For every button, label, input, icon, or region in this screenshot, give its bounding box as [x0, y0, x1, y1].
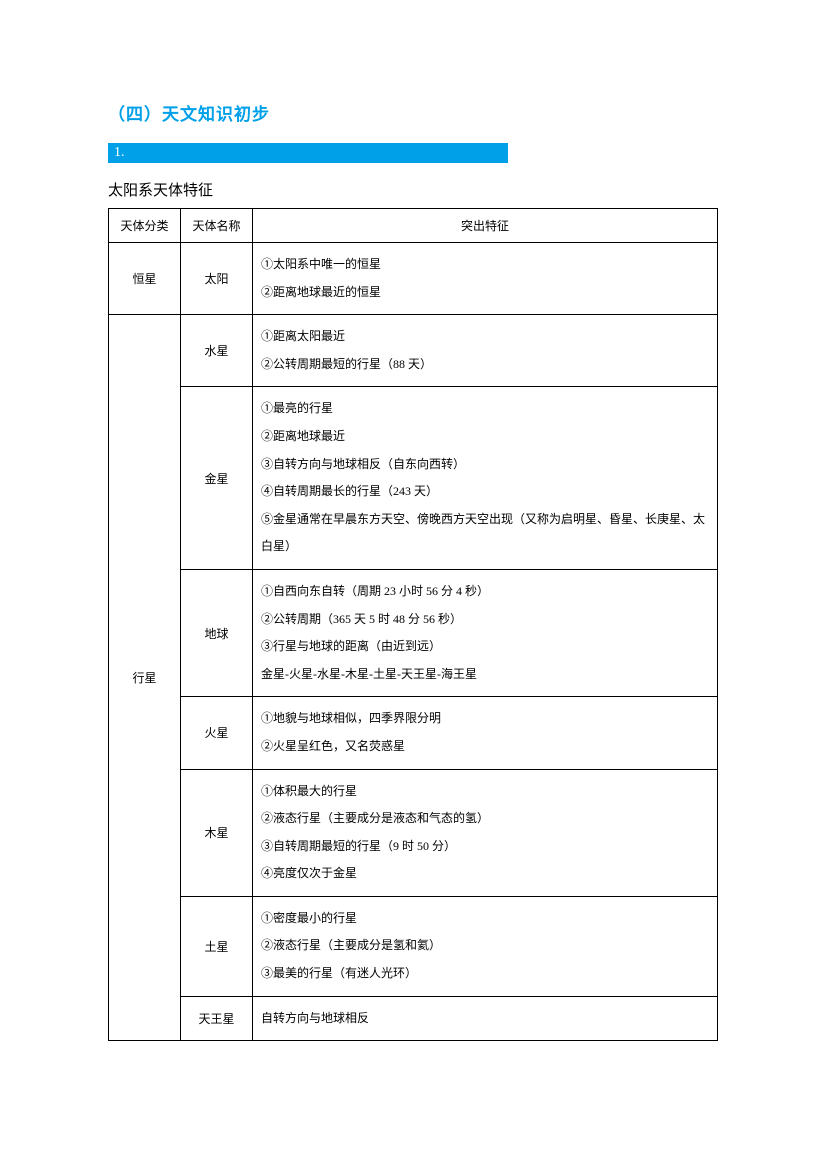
table-header-row: 天体分类 天体名称 突出特征: [109, 209, 718, 243]
feature-line: ①自西向东自转（周期 23 小时 56 分 4 秒）: [261, 578, 709, 606]
table-subtitle: 太阳系天体特征: [108, 179, 718, 200]
header-category: 天体分类: [109, 209, 181, 243]
feature-cell: ①地貌与地球相似，四季界限分明 ②火星呈红色，又名荧惑星: [253, 697, 718, 769]
feature-line: ①距离太阳最近: [261, 323, 709, 351]
feature-line: ④自转周期最长的行星（243 天）: [261, 478, 709, 506]
feature-line: ①体积最大的行星: [261, 778, 709, 806]
feature-cell: ①体积最大的行星 ②液态行星（主要成分是液态和气态的氢） ③自转周期最短的行星（…: [253, 769, 718, 896]
feature-line: ①密度最小的行星: [261, 905, 709, 933]
category-cell: 恒星: [109, 243, 181, 315]
table-row: 天王星 自转方向与地球相反: [109, 996, 718, 1041]
feature-line: ②距离地球最近的恒星: [261, 279, 709, 307]
body-name-cell: 天王星: [181, 996, 253, 1041]
body-name-cell: 地球: [181, 569, 253, 696]
feature-line: ④亮度仅次于金星: [261, 860, 709, 888]
body-name-cell: 土星: [181, 896, 253, 996]
body-name-cell: 金星: [181, 387, 253, 570]
feature-line: ②火星呈红色，又名荧惑星: [261, 733, 709, 761]
section-number-bar: 1.: [108, 143, 508, 163]
category-cell: 行星: [109, 315, 181, 1041]
feature-line: ②液态行星（主要成分是液态和气态的氢）: [261, 805, 709, 833]
feature-line: 自转方向与地球相反: [261, 1005, 709, 1033]
feature-line: ⑤金星通常在早晨东方天空、傍晚西方天空出现（又称为启明星、昏星、长庚星、太白星）: [261, 506, 709, 561]
feature-line: ①地貌与地球相似，四季界限分明: [261, 705, 709, 733]
feature-line: ①太阳系中唯一的恒星: [261, 251, 709, 279]
feature-line: ②距离地球最近: [261, 423, 709, 451]
body-name-cell: 太阳: [181, 243, 253, 315]
body-name-cell: 木星: [181, 769, 253, 896]
table-row: 木星 ①体积最大的行星 ②液态行星（主要成分是液态和气态的氢） ③自转周期最短的…: [109, 769, 718, 896]
page-heading: （四）天文知识初步: [108, 100, 718, 125]
table-row: 土星 ①密度最小的行星 ②液态行星（主要成分是氢和氦） ③最美的行星（有迷人光环…: [109, 896, 718, 996]
feature-cell: ①自西向东自转（周期 23 小时 56 分 4 秒） ②公转周期（365 天 5…: [253, 569, 718, 696]
header-name: 天体名称: [181, 209, 253, 243]
table-row: 地球 ①自西向东自转（周期 23 小时 56 分 4 秒） ②公转周期（365 …: [109, 569, 718, 696]
header-feature: 突出特征: [253, 209, 718, 243]
feature-cell: ①密度最小的行星 ②液态行星（主要成分是氢和氦） ③最美的行星（有迷人光环）: [253, 896, 718, 996]
feature-line: ①最亮的行星: [261, 395, 709, 423]
document-page: （四）天文知识初步 1. 太阳系天体特征 天体分类 天体名称 突出特征 恒星 太…: [0, 0, 826, 1101]
feature-line: ③最美的行星（有迷人光环）: [261, 960, 709, 988]
feature-line: ②公转周期（365 天 5 时 48 分 56 秒）: [261, 606, 709, 634]
feature-cell: ①距离太阳最近 ②公转周期最短的行星（88 天）: [253, 315, 718, 387]
body-name-cell: 火星: [181, 697, 253, 769]
table-row: 金星 ①最亮的行星 ②距离地球最近 ③自转方向与地球相反（自东向西转） ④自转周…: [109, 387, 718, 570]
feature-line: ②液态行星（主要成分是氢和氦）: [261, 932, 709, 960]
feature-line: 金星-火星-水星-木星-土星-天王星-海王星: [261, 661, 709, 689]
feature-cell: ①太阳系中唯一的恒星 ②距离地球最近的恒星: [253, 243, 718, 315]
feature-line: ③行星与地球的距离（由近到远）: [261, 633, 709, 661]
table-row: 火星 ①地貌与地球相似，四季界限分明 ②火星呈红色，又名荧惑星: [109, 697, 718, 769]
feature-line: ②公转周期最短的行星（88 天）: [261, 351, 709, 379]
table-row: 恒星 太阳 ①太阳系中唯一的恒星 ②距离地球最近的恒星: [109, 243, 718, 315]
body-name-cell: 水星: [181, 315, 253, 387]
feature-line: ③自转周期最短的行星（9 时 50 分）: [261, 833, 709, 861]
feature-cell: ①最亮的行星 ②距离地球最近 ③自转方向与地球相反（自东向西转） ④自转周期最长…: [253, 387, 718, 570]
table-row: 行星 水星 ①距离太阳最近 ②公转周期最短的行星（88 天）: [109, 315, 718, 387]
celestial-table: 天体分类 天体名称 突出特征 恒星 太阳 ①太阳系中唯一的恒星 ②距离地球最近的…: [108, 208, 718, 1041]
feature-cell: 自转方向与地球相反: [253, 996, 718, 1041]
feature-line: ③自转方向与地球相反（自东向西转）: [261, 451, 709, 479]
